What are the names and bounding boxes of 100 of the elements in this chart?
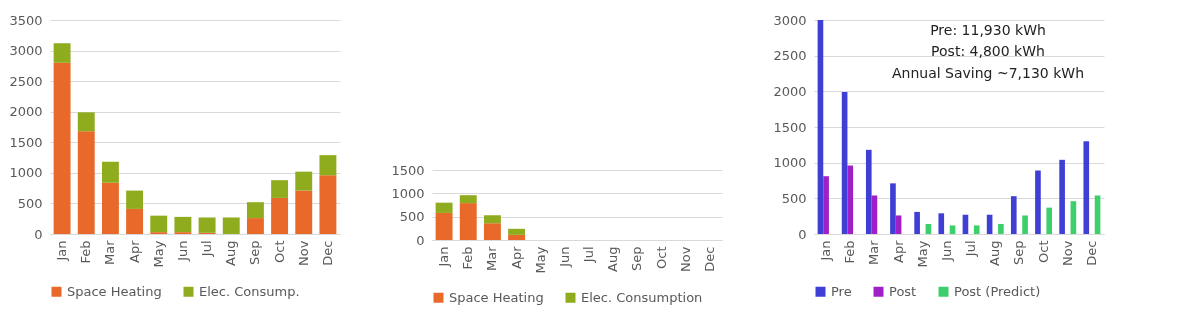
bar [895, 215, 902, 234]
bar [319, 155, 337, 176]
legend-label: Elec. Consumption [581, 289, 703, 305]
y-tick-label: 2500 [9, 73, 43, 89]
x-tick-label: Mar [102, 239, 118, 266]
bar [914, 211, 920, 234]
bar [101, 161, 119, 183]
x-tick-label: Jan [54, 240, 70, 262]
y-tick-label: 2000 [9, 104, 43, 120]
y-tick-label: 2000 [773, 83, 807, 99]
x-tick-label: Apr [890, 239, 906, 263]
x-tick-label: Nov [677, 246, 693, 272]
x-tick-label: Aug [987, 240, 1003, 266]
bar [1010, 196, 1017, 234]
bar [295, 190, 313, 234]
bar [1035, 170, 1041, 234]
y-tick-label: 3000 [773, 12, 807, 28]
bar [77, 131, 95, 234]
x-tick-label: Dec [1083, 240, 1099, 266]
bar [246, 218, 264, 234]
bar [53, 43, 71, 63]
y-tick-label: 500 [781, 190, 807, 206]
bar [483, 215, 501, 224]
x-tick-label: Feb [78, 240, 94, 264]
x-tick-label: Oct [653, 246, 669, 269]
bar [53, 62, 71, 234]
y-tick-label: 1000 [9, 165, 43, 181]
y-tick-label: 1500 [773, 119, 807, 135]
x-tick-label: Mar [484, 245, 500, 272]
bar [823, 176, 829, 234]
y-tick-label: 1000 [773, 155, 807, 171]
bar [101, 182, 119, 234]
y-tick-label: 500 [399, 209, 425, 225]
annotation: Post: 4,800 kWh [931, 43, 1045, 60]
x-tick-label: Oct [1035, 240, 1051, 263]
bar [508, 234, 526, 240]
x-tick-label: Dec [319, 240, 335, 266]
bar [998, 224, 1004, 234]
legend-label: Post (Predict) [954, 283, 1041, 299]
bar [319, 175, 337, 234]
x-tick-label: Jun [174, 240, 190, 262]
x-tick-label: Aug [605, 246, 621, 272]
legend-label: Pre [831, 283, 852, 299]
x-tick-label: Sep [1011, 240, 1027, 266]
bar [871, 195, 878, 234]
x-tick-label: May [532, 246, 548, 274]
x-tick-label: Aug [223, 240, 239, 266]
y-tick-label: 3000 [9, 43, 43, 59]
bar [938, 213, 945, 234]
bar [198, 217, 216, 233]
bar [435, 212, 453, 240]
x-tick-label: Jul [963, 240, 979, 258]
x-tick-label: Apr [508, 245, 524, 269]
x-tick-label: Sep [247, 240, 263, 266]
x-tick-label: Jun [938, 240, 954, 262]
bar [435, 202, 453, 213]
y-tick-label: 3500 [9, 12, 43, 28]
x-tick-label: Jan [818, 240, 834, 262]
legend-label: Post [889, 283, 917, 299]
bar [271, 180, 289, 198]
bar [1083, 141, 1090, 234]
x-tick-label: Jul [581, 246, 597, 264]
bar [246, 202, 264, 219]
bar [271, 197, 289, 234]
bar [1094, 195, 1101, 234]
bar [973, 225, 980, 234]
x-tick-label: Nov [1059, 240, 1075, 266]
bar [126, 190, 144, 209]
x-tick-label: Sep [629, 246, 645, 272]
x-tick-label: Jul [199, 240, 215, 258]
x-tick-label: Oct [271, 240, 287, 263]
x-tick-label: Nov [295, 240, 311, 266]
x-tick-label: May [150, 240, 166, 268]
bar [508, 228, 526, 235]
x-tick-label: Feb [460, 246, 476, 270]
y-tick-label: 2500 [773, 48, 807, 64]
legend-label: Space Heating [449, 289, 544, 305]
x-tick-label: Mar [866, 239, 882, 266]
legend-label: Elec. Consump. [199, 283, 300, 299]
bar [1022, 215, 1028, 234]
annotation: Pre: 11,930 kWh [930, 21, 1046, 38]
x-tick-label: May [914, 240, 930, 268]
y-tick-label: 0 [416, 232, 425, 248]
bar [459, 195, 477, 204]
bar [847, 165, 854, 234]
annotation: Annual Saving ~7,130 kWh [891, 64, 1085, 81]
x-tick-label: Jan [436, 246, 452, 268]
bar [222, 217, 240, 234]
bar [459, 203, 477, 240]
bar [949, 225, 956, 234]
y-tick-label: 1000 [391, 185, 425, 201]
bar [126, 208, 144, 234]
legend-label: Space Heating [67, 283, 162, 299]
y-tick-label: 1500 [391, 162, 425, 178]
bar [865, 149, 872, 234]
bar [174, 216, 192, 233]
bar [890, 183, 896, 234]
bar [295, 171, 313, 191]
y-tick-label: 1500 [9, 134, 43, 150]
y-tick-label: 0 [34, 226, 43, 242]
